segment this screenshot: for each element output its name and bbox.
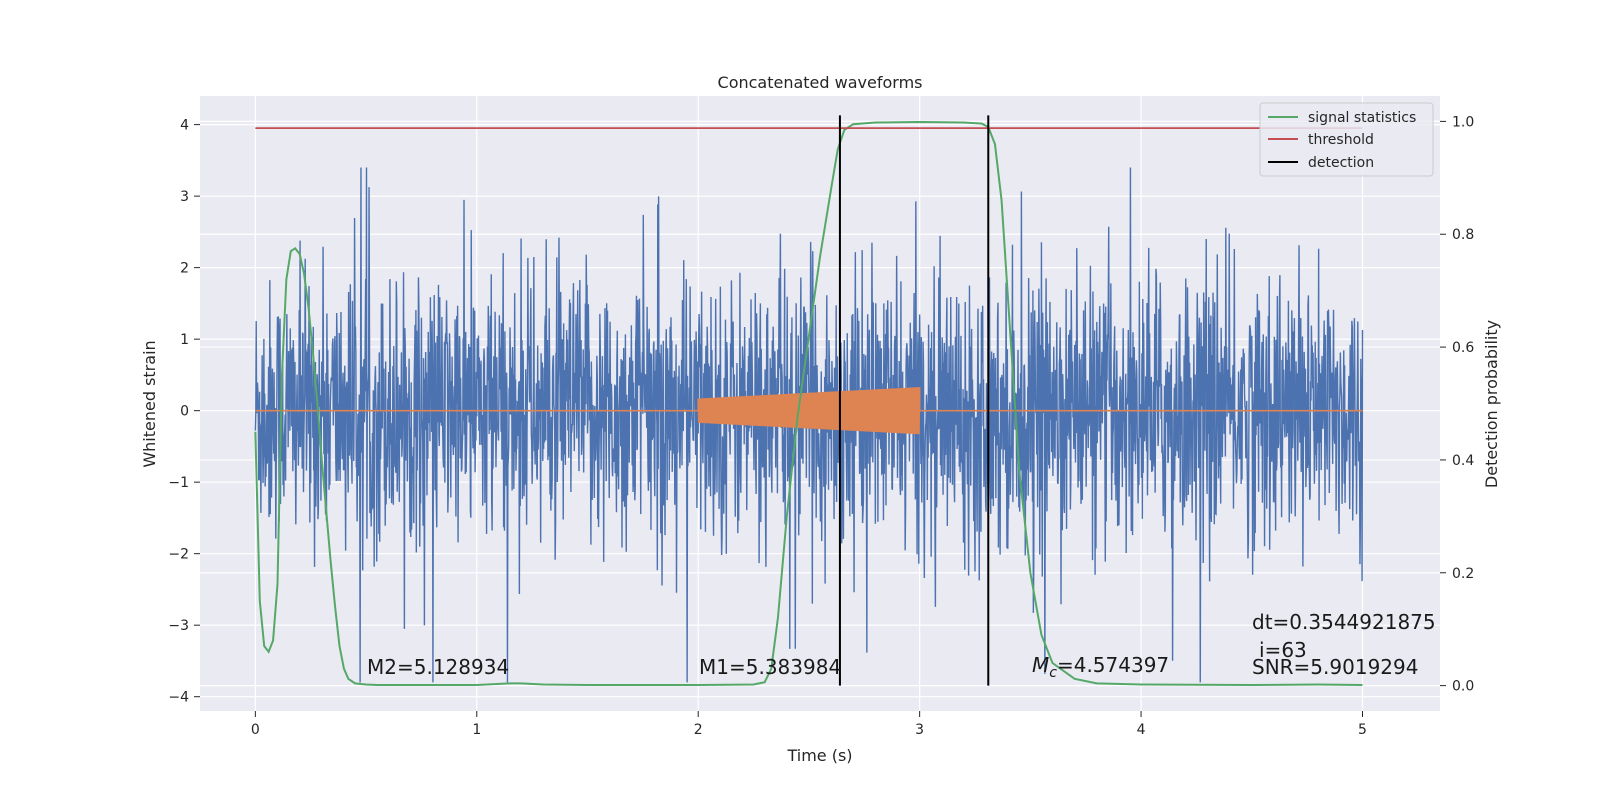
- y2-tick-label-1: 0.2: [1452, 566, 1474, 582]
- plot-area: [254, 115, 1364, 687]
- annotation-m1: M1=5.383984: [699, 655, 841, 679]
- annotation-mc-value: =4.574397: [1057, 653, 1169, 677]
- injection-line: [255, 387, 1363, 435]
- statistics-layer: [254, 115, 1363, 687]
- y-tick-label-8: 4: [180, 118, 189, 134]
- y2-tick-label-3: 0.6: [1452, 340, 1474, 356]
- y-tick-label-4: 0: [180, 404, 189, 420]
- y2-tick-label-4: 0.8: [1452, 227, 1474, 243]
- y-tick-label-2: −2: [168, 547, 189, 563]
- legend-label-detection: detection: [1308, 155, 1374, 171]
- x-tick-label-3: 3: [915, 722, 924, 738]
- y2-tick-label-0: 0.0: [1452, 679, 1474, 695]
- chart-title: Concatenated waveforms: [718, 73, 923, 92]
- y-tick-label-7: 3: [180, 189, 189, 205]
- x-tick-label-5: 5: [1358, 722, 1367, 738]
- legend-label-statistics: signal statistics: [1308, 110, 1416, 126]
- legend-box: [1259, 102, 1434, 177]
- annotation-m2: M2=5.128934: [367, 655, 509, 679]
- y2-tick-label-2: 0.4: [1452, 453, 1474, 469]
- y-tick-label-0: −4: [168, 690, 189, 706]
- x-tick-label-0: 0: [251, 722, 260, 738]
- y-tick-label-1: −3: [168, 618, 189, 634]
- x-tick-label-4: 4: [1137, 722, 1146, 738]
- x-axis-label: Time (s): [786, 746, 852, 765]
- annotation-snr: SNR=5.9019294: [1252, 655, 1418, 679]
- annotation-dt: dt=0.3544921875: [1252, 610, 1436, 634]
- annotation-mc-symbol: M: [1032, 653, 1049, 677]
- x-tick-label-2: 2: [694, 722, 703, 738]
- y2-tick-label-5: 1.0: [1452, 114, 1474, 130]
- y2-axis-label: Detection probability: [1482, 320, 1501, 488]
- signal-statistics-line: [254, 120, 1363, 687]
- y-tick-label-3: −1: [168, 475, 189, 491]
- y-tick-label-5: 1: [180, 332, 189, 348]
- injection-series: [255, 387, 1363, 435]
- annotations: M2=5.128934 M1=5.383984 Mc=4.574397 dt=0…: [367, 610, 1436, 681]
- legend-label-threshold: threshold: [1308, 132, 1374, 148]
- y-axis-label: Whitened strain: [140, 340, 159, 467]
- ticks: 0 1 2 3 4 5 −4 −3 −2 −1 0 1 2 3 4 0.0 0.2 0.4 0.6 0.8 1.0: [168, 114, 1474, 738]
- annotation-i: i=63: [1259, 638, 1307, 662]
- x-tick-label-1: 1: [472, 722, 481, 738]
- annotation-mc-subscript: c: [1049, 665, 1057, 681]
- legend: signal statistics threshold detection: [1259, 102, 1434, 177]
- annotation-mc: Mc=4.574397: [1032, 653, 1169, 681]
- y-tick-label-6: 2: [180, 261, 189, 277]
